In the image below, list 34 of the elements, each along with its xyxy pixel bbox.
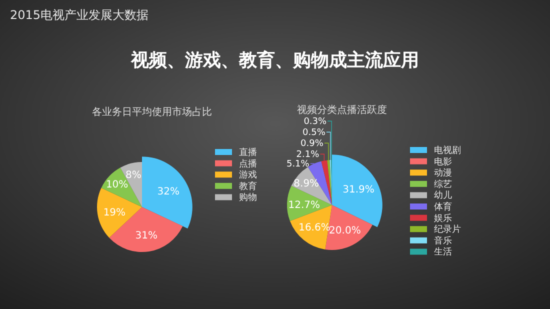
data-label: 0.5% [302,128,326,138]
legend-label: 直播 [239,147,257,158]
legend-label: 纪录片 [434,224,461,236]
data-label: 16.6% [298,222,330,234]
data-label: 31% [135,230,158,242]
legend-label: 生活 [434,246,452,258]
data-label: 0.3% [304,117,328,128]
text: 2015电视产业发展大数据 [10,8,149,22]
data-label: 32% [157,186,180,198]
data-label: 8.9% [294,178,320,190]
data-label: 19% [103,207,126,218]
data-label: 0.9% [300,139,324,150]
legend-label: 购物 [239,192,257,204]
data-label: 20.0% [329,226,361,237]
legend-label: 教育 [239,180,257,192]
legend-label: 娱乐 [434,212,452,224]
legend-label: 幼儿 [434,190,452,202]
legend-label: 点播 [239,158,257,170]
legend-label: 综艺 [434,178,452,190]
legend-label: 游戏 [239,170,257,181]
legend-label: 动漫 [434,168,452,179]
data-label: 31.9% [342,184,374,196]
data-label: 8% [126,170,142,181]
legend-label: 音乐 [434,235,452,246]
chart-title: 视频分类点播活跃度 [297,104,387,116]
data-label: 10% [106,180,128,191]
text: 视频、游戏、教育、购物成主流应用 [130,49,419,71]
legend-label: 电影 [434,156,452,168]
chart-title: 各业务日平均使用市场占比 [92,106,212,118]
data-label: 12.7% [288,200,320,211]
data-label: 2.1% [296,150,320,160]
legend-label: 电视剧 [434,145,461,156]
legend-label: 体育 [434,202,452,212]
data-label: 5.1% [286,160,310,170]
